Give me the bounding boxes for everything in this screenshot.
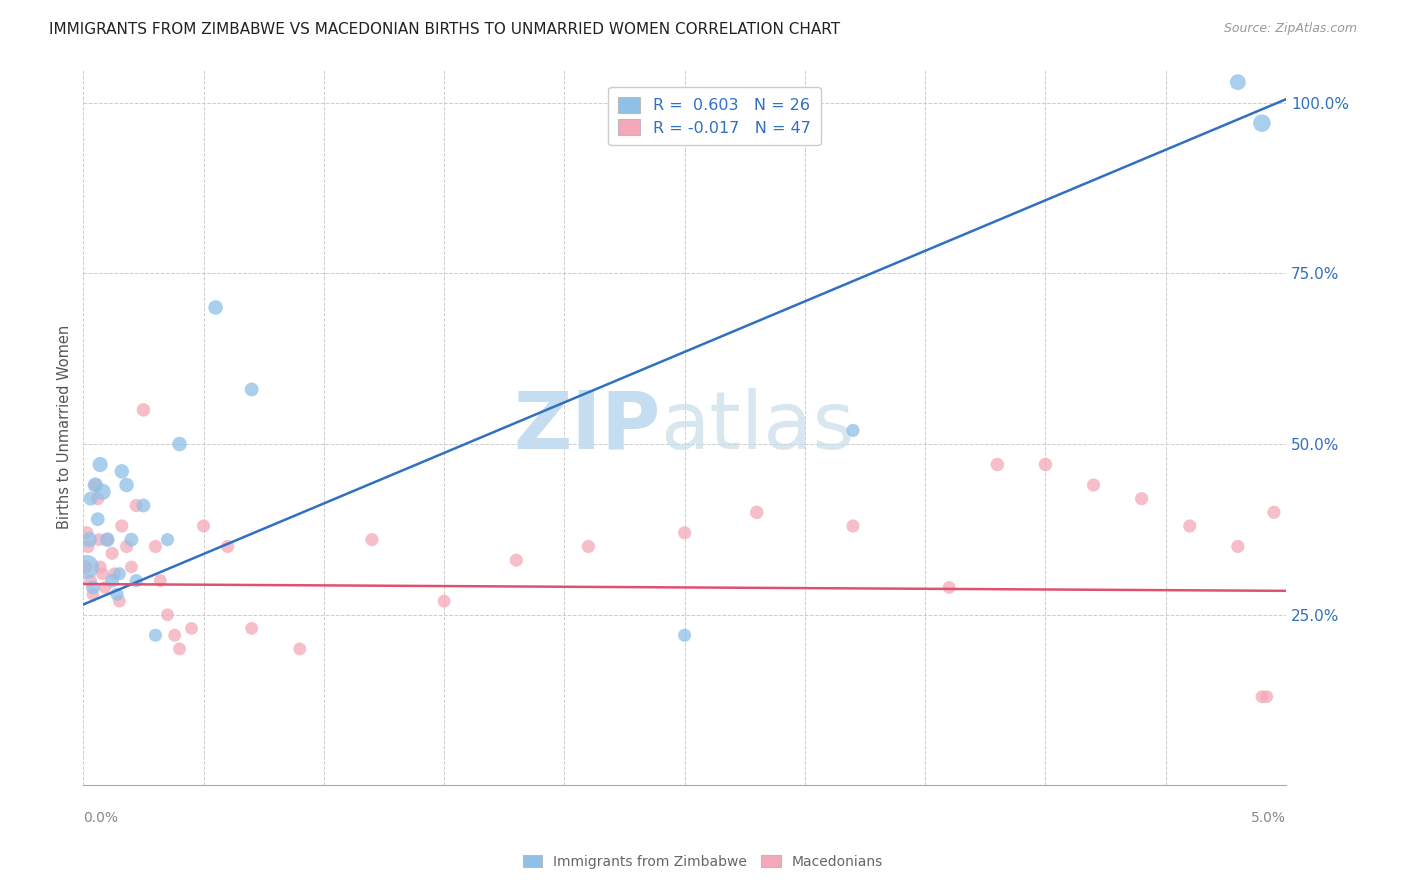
Point — [79, 533, 101, 547]
Point — [217, 540, 239, 554]
Point — [105, 587, 128, 601]
Point — [84, 478, 107, 492]
Text: IMMIGRANTS FROM ZIMBABWE VS MACEDONIAN BIRTHS TO UNMARRIED WOMEN CORRELATION CHA: IMMIGRANTS FROM ZIMBABWE VS MACEDONIAN B… — [49, 22, 841, 37]
Text: atlas: atlas — [661, 388, 855, 466]
Point — [89, 458, 111, 472]
Point — [108, 594, 131, 608]
Point — [180, 621, 202, 635]
Point — [87, 533, 110, 547]
Point — [77, 540, 100, 554]
Point — [103, 566, 125, 581]
Point — [132, 403, 155, 417]
Point — [101, 546, 124, 560]
Point — [79, 574, 101, 588]
Point — [1178, 519, 1201, 533]
Point — [156, 533, 179, 547]
Point — [361, 533, 384, 547]
Point — [169, 641, 191, 656]
Point — [111, 519, 134, 533]
Point — [94, 581, 117, 595]
Point — [1256, 690, 1278, 704]
Text: 5.0%: 5.0% — [1251, 811, 1286, 824]
Point — [842, 424, 865, 438]
Point — [120, 560, 142, 574]
Point — [1035, 458, 1057, 472]
Y-axis label: Births to Unmarried Women: Births to Unmarried Women — [58, 325, 72, 529]
Point — [91, 484, 114, 499]
Point — [1130, 491, 1153, 506]
Point — [505, 553, 527, 567]
Point — [145, 628, 167, 642]
Point — [1251, 690, 1274, 704]
Point — [96, 533, 118, 547]
Point — [938, 581, 960, 595]
Point — [149, 574, 172, 588]
Point — [163, 628, 186, 642]
Point — [108, 566, 131, 581]
Point — [76, 560, 98, 574]
Point — [89, 560, 111, 574]
Point — [842, 519, 865, 533]
Point — [76, 525, 98, 540]
Point — [1263, 505, 1285, 519]
Point — [115, 540, 138, 554]
Text: Source: ZipAtlas.com: Source: ZipAtlas.com — [1223, 22, 1357, 36]
Point — [75, 560, 97, 574]
Point — [125, 574, 148, 588]
Point — [193, 519, 215, 533]
Point — [240, 383, 263, 397]
Point — [132, 499, 155, 513]
Point — [111, 464, 134, 478]
Point — [745, 505, 768, 519]
Point — [87, 512, 110, 526]
Point — [82, 587, 104, 601]
Point — [91, 566, 114, 581]
Text: 0.0%: 0.0% — [83, 811, 118, 824]
Point — [125, 499, 148, 513]
Point — [156, 607, 179, 622]
Point — [204, 301, 226, 315]
Point — [288, 641, 311, 656]
Point — [1226, 540, 1249, 554]
Legend: Immigrants from Zimbabwe, Macedonians: Immigrants from Zimbabwe, Macedonians — [517, 849, 889, 874]
Point — [673, 525, 696, 540]
Point — [101, 574, 124, 588]
Point — [578, 540, 600, 554]
Text: ZIP: ZIP — [513, 388, 661, 466]
Legend: R =  0.603   N = 26, R = -0.017   N = 47: R = 0.603 N = 26, R = -0.017 N = 47 — [609, 87, 821, 145]
Point — [169, 437, 191, 451]
Point — [673, 628, 696, 642]
Point — [986, 458, 1008, 472]
Point — [96, 533, 118, 547]
Point — [79, 491, 101, 506]
Point — [82, 581, 104, 595]
Point — [433, 594, 456, 608]
Point — [240, 621, 263, 635]
Point — [84, 478, 107, 492]
Point — [115, 478, 138, 492]
Point — [145, 540, 167, 554]
Point — [87, 491, 110, 506]
Point — [120, 533, 142, 547]
Point — [1251, 116, 1274, 130]
Point — [1083, 478, 1105, 492]
Point — [1226, 75, 1249, 89]
